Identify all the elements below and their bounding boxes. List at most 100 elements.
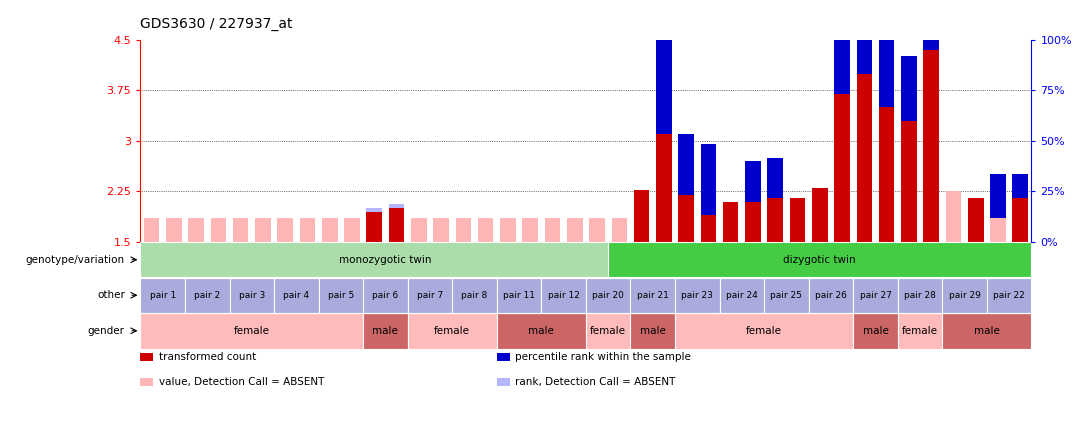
- Bar: [853, 278, 897, 313]
- Bar: [946, 191, 961, 242]
- Bar: [299, 218, 315, 242]
- Bar: [407, 313, 497, 349]
- Bar: [453, 278, 497, 313]
- Bar: [497, 313, 585, 349]
- Bar: [144, 218, 160, 242]
- Bar: [901, 56, 917, 121]
- Bar: [765, 278, 809, 313]
- Bar: [990, 218, 1005, 242]
- Bar: [768, 158, 783, 198]
- Bar: [812, 188, 827, 242]
- Bar: [166, 218, 181, 242]
- Bar: [608, 242, 1031, 278]
- Bar: [809, 278, 853, 313]
- Text: pair 8: pair 8: [461, 291, 488, 300]
- Text: gender: gender: [87, 326, 125, 336]
- Bar: [701, 215, 716, 242]
- Text: pair 21: pair 21: [637, 291, 669, 300]
- Bar: [185, 278, 229, 313]
- Bar: [585, 278, 631, 313]
- Text: dizygotic twin: dizygotic twin: [783, 255, 856, 265]
- Bar: [389, 204, 404, 208]
- Text: pair 7: pair 7: [417, 291, 443, 300]
- Text: GDS3630 / 227937_at: GDS3630 / 227937_at: [140, 17, 293, 31]
- Bar: [497, 278, 541, 313]
- Bar: [345, 218, 360, 242]
- Bar: [968, 198, 984, 242]
- Text: pair 11: pair 11: [503, 291, 535, 300]
- Bar: [897, 313, 942, 349]
- Bar: [389, 208, 404, 242]
- Bar: [229, 278, 274, 313]
- Bar: [611, 218, 627, 242]
- Bar: [433, 218, 449, 242]
- Bar: [456, 218, 471, 242]
- Bar: [211, 218, 226, 242]
- Bar: [678, 195, 694, 242]
- Bar: [853, 313, 897, 349]
- Bar: [834, 17, 850, 94]
- Bar: [901, 121, 917, 242]
- Bar: [675, 313, 853, 349]
- Bar: [856, 0, 873, 74]
- Text: pair 3: pair 3: [239, 291, 265, 300]
- Bar: [477, 218, 494, 242]
- Text: rank, Detection Call = ABSENT: rank, Detection Call = ABSENT: [515, 377, 675, 387]
- Bar: [631, 278, 675, 313]
- Bar: [523, 218, 538, 242]
- Text: female: female: [233, 326, 270, 336]
- Bar: [656, 23, 672, 134]
- Text: monozygotic twin: monozygotic twin: [339, 255, 432, 265]
- Text: male: male: [863, 326, 889, 336]
- Bar: [363, 313, 408, 349]
- Bar: [590, 218, 605, 242]
- Text: male: male: [528, 326, 554, 336]
- Text: pair 24: pair 24: [726, 291, 758, 300]
- Bar: [567, 218, 582, 242]
- Bar: [407, 278, 453, 313]
- Bar: [274, 278, 319, 313]
- Text: male: male: [639, 326, 665, 336]
- Bar: [701, 144, 716, 215]
- Text: female: female: [902, 326, 939, 336]
- Bar: [366, 208, 382, 212]
- Text: male: male: [974, 326, 1000, 336]
- Bar: [745, 202, 760, 242]
- Bar: [789, 198, 806, 242]
- Text: pair 29: pair 29: [948, 291, 981, 300]
- Text: pair 25: pair 25: [770, 291, 802, 300]
- Bar: [585, 313, 631, 349]
- Bar: [678, 134, 694, 195]
- Text: pair 27: pair 27: [860, 291, 891, 300]
- Bar: [1012, 174, 1028, 198]
- Text: pair 6: pair 6: [373, 291, 399, 300]
- Text: other: other: [97, 290, 125, 300]
- Bar: [656, 134, 672, 242]
- Bar: [745, 161, 760, 202]
- Text: pair 20: pair 20: [592, 291, 624, 300]
- Bar: [363, 278, 408, 313]
- Bar: [140, 242, 631, 278]
- Bar: [987, 278, 1031, 313]
- Bar: [140, 313, 363, 349]
- Text: pair 22: pair 22: [994, 291, 1025, 300]
- Bar: [923, 0, 939, 50]
- Bar: [723, 202, 739, 242]
- Bar: [544, 218, 561, 242]
- Bar: [500, 218, 516, 242]
- Text: value, Detection Call = ABSENT: value, Detection Call = ABSENT: [159, 377, 324, 387]
- Text: male: male: [373, 326, 399, 336]
- Bar: [675, 278, 719, 313]
- Bar: [634, 190, 649, 242]
- Bar: [631, 313, 675, 349]
- Text: transformed count: transformed count: [159, 353, 256, 362]
- Text: pair 28: pair 28: [904, 291, 936, 300]
- Text: pair 2: pair 2: [194, 291, 220, 300]
- Bar: [188, 218, 204, 242]
- Bar: [140, 278, 185, 313]
- Bar: [897, 278, 942, 313]
- Text: pair 1: pair 1: [149, 291, 176, 300]
- Bar: [942, 313, 1031, 349]
- Text: pair 23: pair 23: [681, 291, 713, 300]
- Bar: [834, 94, 850, 242]
